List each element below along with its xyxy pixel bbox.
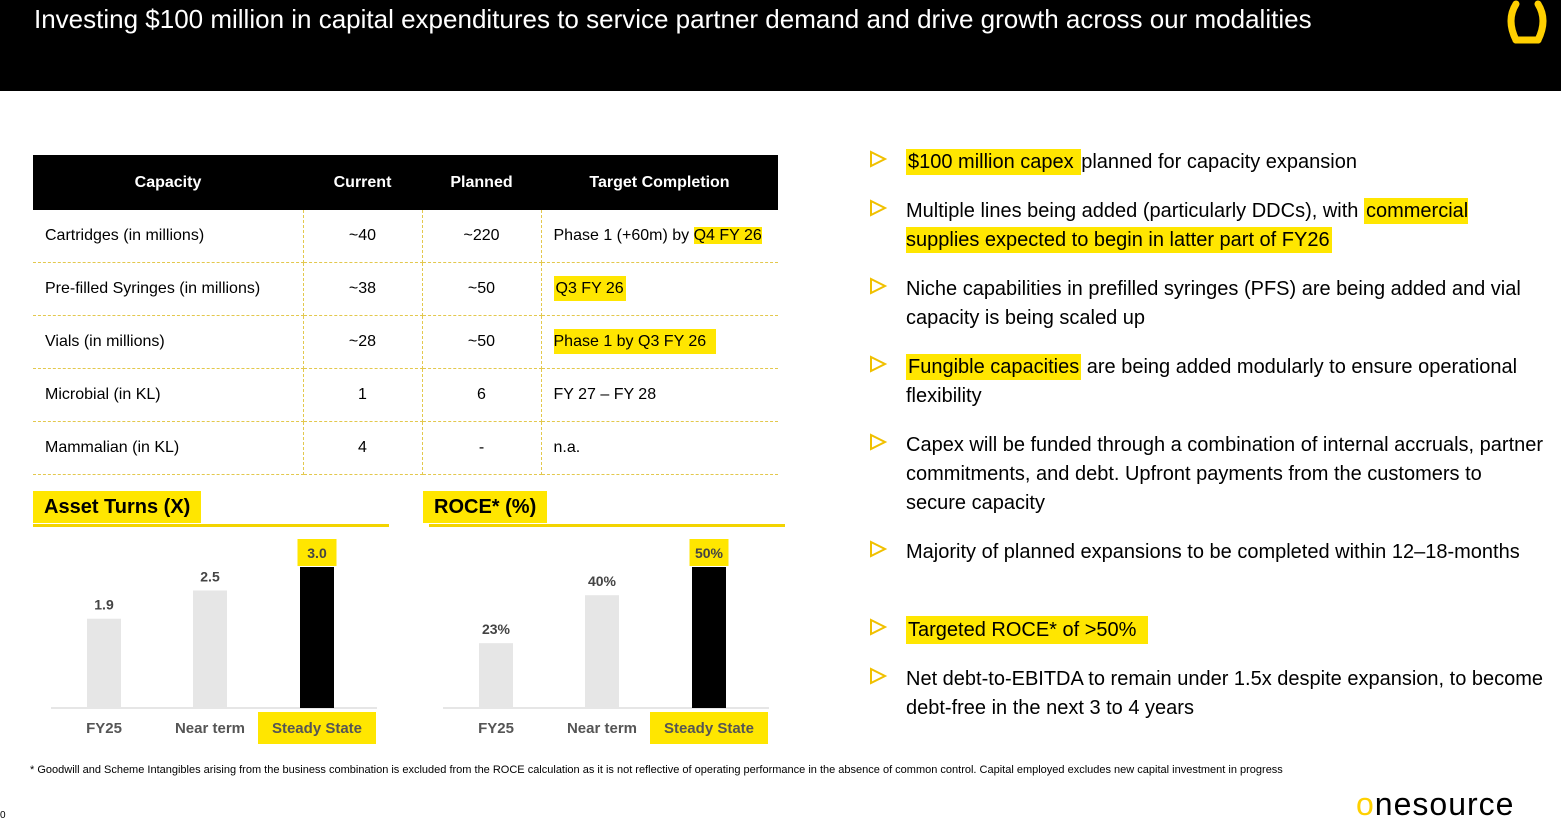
cell-current: 1	[303, 368, 423, 422]
column-header: Current	[303, 155, 422, 210]
bullet-text: Niche capabilities in prefilled syringes…	[906, 278, 1521, 329]
target-highlight: Q3 FY 26	[553, 276, 626, 301]
roce-chart-title: ROCE* (%)	[423, 491, 548, 523]
bar	[479, 643, 513, 708]
category-label: Near term	[175, 720, 245, 737]
brand-logo-o: o	[1356, 786, 1375, 822]
cell-capacity: Vials (in millions)	[33, 315, 304, 369]
cell-target: Phase 1 (+60m) by Q4 FY 26	[541, 210, 778, 263]
triangle-arrow-icon	[868, 666, 888, 695]
cell-planned: -	[422, 421, 542, 475]
table-row: Pre-filled Syringes (in millions) ~38 ~5…	[33, 262, 778, 316]
cell-current: ~40	[303, 210, 423, 263]
bullet-text: Majority of planned expansions to be com…	[906, 541, 1520, 563]
target-text: FY 27 – FY 28	[553, 386, 657, 403]
category-label: Steady State	[272, 720, 362, 737]
data-label: 23%	[482, 621, 511, 637]
cell-current: ~28	[303, 315, 423, 369]
cell-target: Phase 1 by Q3 FY 26	[541, 315, 778, 369]
bullet-text: Multiple lines being added (particularly…	[906, 200, 1364, 222]
column-header: Planned	[422, 155, 541, 210]
chart-title-rule	[429, 524, 785, 527]
asset-turns-chart: 1.9 FY25 2.5 Near term 3.0 Steady State	[51, 539, 377, 744]
cell-planned: ~50	[422, 262, 542, 316]
triangle-arrow-icon	[868, 354, 888, 383]
brand-mark-icon	[1507, 0, 1547, 44]
bullet-text: Capex will be funded through a combinati…	[906, 434, 1544, 514]
data-label: 1.9	[94, 597, 114, 613]
table-header-row: Capacity Current Planned Target Completi…	[33, 155, 778, 210]
table-row: Cartridges (in millions) ~40 ~220 Phase …	[33, 210, 778, 263]
header-bar: Investing $100 million in capital expend…	[0, 0, 1561, 91]
data-label: 2.5	[200, 569, 220, 585]
triangle-arrow-icon	[868, 432, 888, 461]
category-label: FY25	[86, 720, 122, 737]
category-label-highlight	[258, 712, 376, 744]
data-label: 50%	[695, 545, 724, 561]
brand-logo-name: nesource	[1374, 786, 1515, 822]
bullet-highlight: $100 million capex	[906, 149, 1082, 175]
bullet-text: planned for capacity expansion	[1081, 151, 1357, 173]
roce-chart: 23% FY25 40% Near term 50% Steady State	[443, 539, 769, 744]
column-header: Capacity	[33, 155, 303, 210]
cell-capacity: Microbial (in KL)	[33, 368, 304, 422]
target-highlight: Q4 FY 26	[693, 227, 762, 244]
bar	[87, 618, 121, 708]
cell-planned: 6	[422, 368, 542, 422]
target-text: Phase 1 (+60m) by	[553, 227, 694, 244]
bar	[193, 590, 227, 708]
triangle-arrow-icon	[868, 198, 888, 227]
cell-target: Q3 FY 26	[541, 262, 778, 316]
bullet-highlight: Targeted ROCE* of >50%	[906, 616, 1149, 644]
triangle-arrow-icon	[868, 539, 888, 568]
target-highlight: Phase 1 by Q3 FY 26	[553, 329, 717, 354]
triangle-arrow-icon	[868, 276, 888, 305]
category-label: Near term	[567, 720, 637, 737]
triangle-arrow-icon	[868, 149, 888, 178]
page-title: Investing $100 million in capital expend…	[34, 4, 1312, 34]
column-header: Target Completion	[541, 155, 778, 210]
chart-title-rule	[33, 524, 389, 527]
cell-current: ~38	[303, 262, 423, 316]
page-number: 0	[0, 810, 6, 821]
cell-target: FY 27 – FY 28	[541, 368, 778, 422]
bar	[692, 567, 726, 708]
cell-capacity: Cartridges (in millions)	[33, 210, 304, 263]
capacity-table: Capacity Current Planned Target Completi…	[33, 155, 778, 475]
target-text: n.a.	[553, 439, 581, 456]
bar	[585, 595, 619, 708]
bullet-highlight: Fungible capacities	[906, 354, 1082, 380]
data-label-highlight	[689, 539, 729, 566]
category-label-highlight	[650, 712, 768, 744]
bullet-text: are being added modularly to ensure oper…	[906, 356, 1518, 407]
bullet-text: Net debt-to-EBITDA to remain under 1.5x …	[906, 668, 1544, 719]
cell-capacity: Mammalian (in KL)	[33, 421, 304, 475]
bar	[300, 567, 334, 708]
data-label: 40%	[588, 573, 617, 589]
brand-logo: onesource	[1356, 786, 1514, 823]
footnote: * Goodwill and Scheme Intangibles arisin…	[30, 764, 1283, 776]
table-row: Mammalian (in KL) 4 - n.a.	[33, 421, 778, 475]
data-label-highlight	[297, 539, 337, 566]
asset-turns-chart-title: Asset Turns (X)	[33, 491, 202, 523]
cell-current: 4	[303, 421, 423, 475]
cell-planned: ~50	[422, 315, 542, 369]
cell-planned: ~220	[422, 210, 542, 263]
cell-target: n.a.	[541, 421, 778, 475]
category-label: Steady State	[664, 720, 754, 737]
table-row: Vials (in millions) ~28 ~50 Phase 1 by Q…	[33, 315, 778, 369]
category-label: FY25	[478, 720, 514, 737]
data-label: 3.0	[307, 545, 327, 561]
table-row: Microbial (in KL) 1 6 FY 27 – FY 28	[33, 368, 778, 422]
triangle-arrow-icon	[868, 617, 888, 646]
cell-capacity: Pre-filled Syringes (in millions)	[33, 262, 304, 316]
